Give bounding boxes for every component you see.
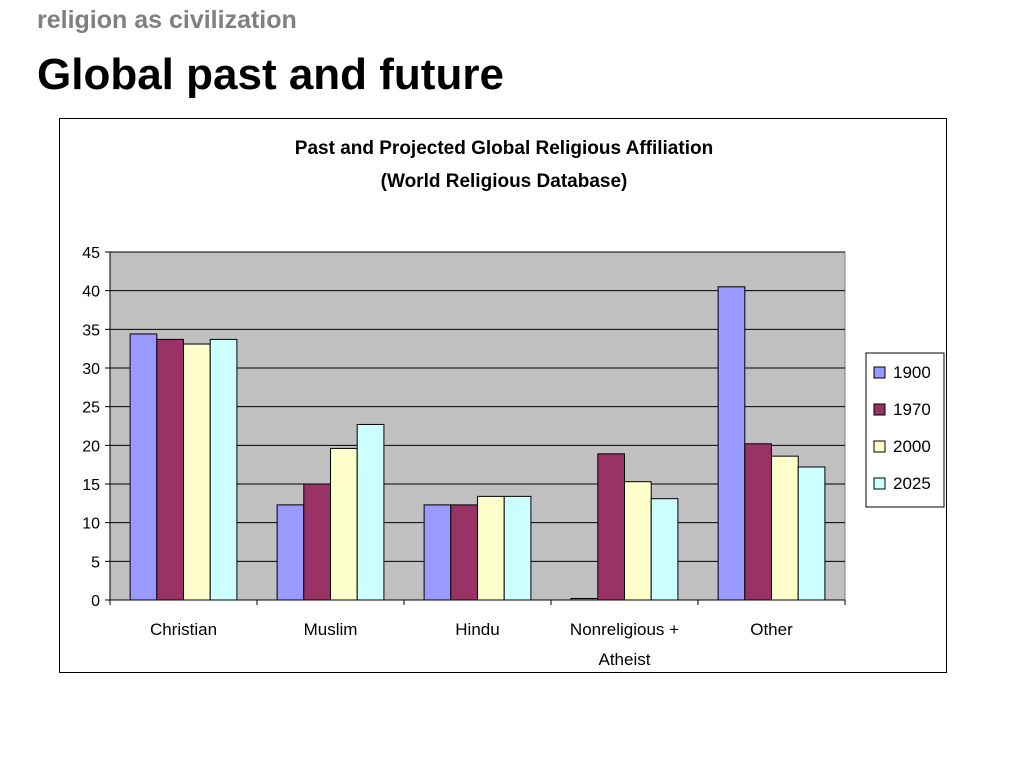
bar-christian-1970 bbox=[156, 338, 185, 601]
y-tick-label: 5 bbox=[91, 554, 100, 571]
y-tick-label: 15 bbox=[82, 477, 100, 494]
slide-title: Global past and future bbox=[37, 50, 504, 99]
legend-swatch bbox=[873, 403, 886, 416]
chart-subtitle: (World Religious Database) bbox=[381, 171, 628, 192]
bar-hindu-1970 bbox=[450, 504, 478, 601]
legend-label: 2000 bbox=[893, 437, 931, 456]
legend-swatch bbox=[873, 366, 886, 379]
plot-area: 0 5 10 15 20 25 30 35 40 45 Christian Muslim Hindu No… bbox=[82, 245, 846, 669]
bar-muslim-1900 bbox=[276, 504, 305, 601]
y-tick-label: 40 bbox=[82, 284, 100, 301]
bar-nonreligious-atheist-2025 bbox=[650, 498, 679, 601]
bar-muslim-2025 bbox=[356, 423, 385, 601]
legend-label: 2025 bbox=[893, 474, 931, 493]
bar-nonreligious-atheist-1900 bbox=[570, 597, 599, 601]
chart-legend: 1900 1970 2000 2025 bbox=[865, 352, 945, 508]
legend-label: 1900 bbox=[893, 363, 931, 382]
x-category-label: Atheist bbox=[599, 650, 651, 669]
bar-chart: Past and Projected Global Religious Affi… bbox=[82, 138, 945, 669]
legend-swatch bbox=[873, 440, 886, 453]
bar-hindu-2000 bbox=[477, 495, 505, 601]
bar-muslim-2000 bbox=[330, 447, 358, 601]
chart-frame: Past and Projected Global Religious Affi… bbox=[59, 118, 947, 673]
bar-other-1900 bbox=[717, 286, 746, 601]
x-category-label: Muslim bbox=[304, 620, 358, 639]
y-tick-label: 45 bbox=[82, 245, 100, 262]
bar-christian-2000 bbox=[183, 343, 211, 601]
bar-other-2000 bbox=[771, 455, 799, 601]
y-tick-label: 25 bbox=[82, 400, 100, 417]
bar-nonreligious-atheist-2000 bbox=[624, 481, 652, 601]
x-category-label: Hindu bbox=[455, 620, 499, 639]
x-category-label: Nonreligious + bbox=[570, 620, 679, 639]
y-tick-label: 20 bbox=[82, 438, 100, 455]
y-tick-label: 30 bbox=[82, 361, 100, 378]
y-tick-label: 10 bbox=[82, 516, 100, 533]
bar-christian-2025 bbox=[209, 338, 238, 601]
bar-hindu-1900 bbox=[423, 504, 452, 601]
x-category-label: Other bbox=[750, 620, 793, 639]
bar-muslim-1970 bbox=[303, 483, 332, 601]
x-category-label: Christian bbox=[150, 620, 217, 639]
slide-subtitle: religion as civilization bbox=[37, 6, 297, 34]
chart-title: Past and Projected Global Religious Affi… bbox=[295, 138, 713, 159]
y-tick-label: 35 bbox=[82, 322, 100, 339]
legend-swatch bbox=[873, 477, 886, 490]
bar-other-1970 bbox=[744, 443, 772, 601]
bar-christian-1900 bbox=[129, 333, 158, 601]
bar-nonreligious-atheist-1970 bbox=[597, 453, 625, 601]
legend-label: 1970 bbox=[893, 400, 931, 419]
bar-other-2025 bbox=[797, 466, 826, 601]
bar-hindu-2025 bbox=[503, 495, 532, 601]
y-tick-label: 0 bbox=[91, 593, 100, 610]
